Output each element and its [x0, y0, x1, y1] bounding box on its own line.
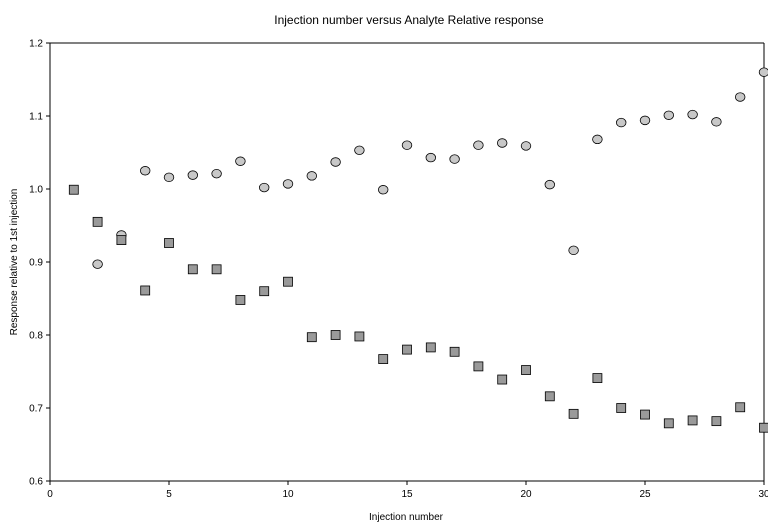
x-tick-label: 25 [639, 489, 651, 500]
circle-point [187, 170, 199, 180]
circle-point [639, 115, 651, 126]
square-point [687, 415, 698, 426]
y-tick-label: 0.6 [29, 477, 43, 488]
circle-point [259, 182, 270, 193]
circle-point [449, 154, 460, 164]
x-tick-label: 5 [166, 489, 172, 500]
circle-point [211, 168, 222, 179]
square-point [116, 235, 127, 246]
plot-frame [49, 42, 765, 482]
square-point [568, 408, 579, 419]
square-point [711, 416, 722, 427]
circle-point [235, 156, 246, 166]
square-point [759, 422, 768, 433]
square-point [425, 342, 436, 353]
series-squares [68, 184, 768, 433]
y-tick-label: 0.9 [29, 258, 43, 269]
square-point [187, 264, 198, 275]
square-point [497, 374, 508, 385]
square-point [616, 403, 627, 413]
square-point [592, 373, 603, 383]
y-tick-label: 0.7 [29, 404, 43, 415]
circle-point [758, 67, 768, 77]
circle-point [711, 117, 722, 127]
circle-point [282, 179, 294, 189]
circle-point [592, 134, 603, 145]
square-point [473, 361, 484, 372]
square-point [164, 238, 174, 248]
square-point [521, 365, 531, 375]
y-tick-label: 1.0 [29, 185, 43, 196]
square-point [92, 216, 103, 227]
circle-point [139, 166, 151, 176]
circle-point [163, 172, 175, 183]
square-point [211, 264, 222, 275]
square-point [259, 286, 270, 297]
square-point [449, 346, 460, 357]
y-axis: 0.6 0.7 0.8 0.9 1.0 1.1 1.2 [29, 39, 50, 488]
square-point [354, 331, 365, 342]
circle-point [520, 141, 532, 151]
circle-point [92, 259, 103, 269]
x-tick-label: 0 [47, 489, 53, 500]
circle-point [663, 110, 675, 120]
square-point [68, 184, 79, 195]
square-point [235, 295, 246, 305]
circle-point [378, 185, 389, 195]
x-tick-label: 20 [520, 489, 532, 500]
circle-point [306, 171, 318, 181]
square-point [140, 285, 151, 296]
square-point [663, 418, 674, 429]
data-points [68, 67, 768, 433]
chart-title: Injection number versus Analyte Relative… [274, 13, 544, 27]
square-point [640, 409, 650, 420]
circle-point [497, 138, 508, 148]
y-tick-label: 1.2 [29, 39, 43, 50]
circle-point [568, 245, 579, 256]
x-tick-label: 10 [282, 489, 294, 500]
y-tick-label: 0.8 [29, 331, 43, 342]
x-tick-label: 15 [401, 489, 413, 500]
circle-point [735, 92, 746, 102]
square-point [378, 354, 389, 364]
circle-point [425, 152, 437, 163]
square-point [402, 344, 412, 355]
circle-point [616, 117, 627, 128]
y-tick-label: 1.1 [29, 112, 43, 123]
circle-point [544, 179, 556, 190]
circle-point [354, 145, 365, 156]
square-point [283, 276, 293, 287]
circle-point [330, 157, 341, 167]
circle-point [401, 140, 413, 150]
series-circles [92, 67, 768, 269]
circle-point [687, 109, 698, 120]
y-axis-label: Response relative to 1st injection [9, 189, 20, 336]
x-axis-label: Injection number [369, 512, 444, 523]
x-axis: 0 5 10 15 20 25 30 [47, 481, 768, 500]
square-point [544, 391, 555, 402]
square-point [735, 402, 746, 413]
square-point [306, 332, 317, 343]
circle-point [473, 140, 484, 150]
square-point [330, 330, 341, 340]
x-tick-label: 30 [758, 489, 768, 500]
